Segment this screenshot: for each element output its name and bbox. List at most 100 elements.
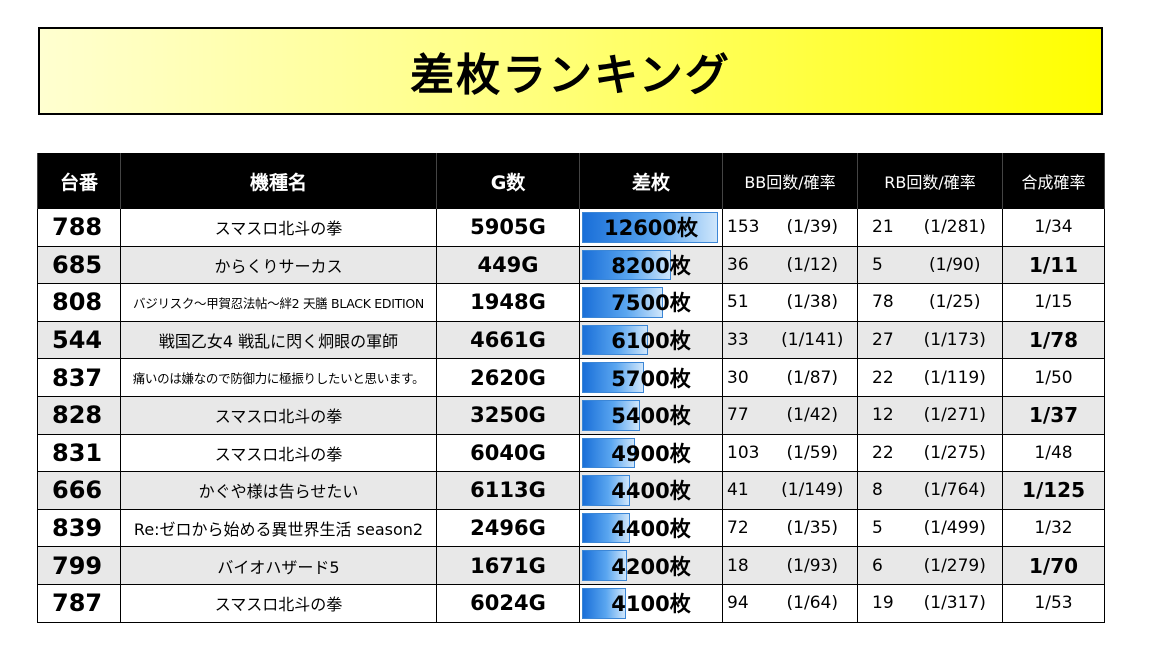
rb-rate: (1/271) (907, 396, 1004, 435)
bb-count: 51 (722, 283, 768, 322)
diff-value: 4400枚 (611, 517, 691, 542)
bb-rate: (1/42) (767, 396, 859, 435)
table-row: 685 からくりサーカス 449G 8200枚 36 (1/12) 5 (1/90) 1/11 (37, 246, 1106, 285)
rb-count: 21 (857, 209, 908, 247)
bb-count: 33 (722, 321, 768, 360)
diff-bar (582, 437, 635, 469)
diff-value: 12600枚 (603, 216, 699, 241)
diff-bar (582, 362, 644, 393)
table-row: 799 バイオハザード5 1671G 4200枚 18 (1/93) 6 (1/279) 1/7… (37, 546, 1106, 585)
combined-rate: 1/50 (1002, 358, 1106, 397)
combined-rate: 1/37 (1002, 396, 1106, 435)
diff-value: 4400枚 (611, 479, 691, 504)
diff-coins: 7500枚 (579, 283, 723, 322)
machine-name: 戦国乙女4 戦乱に閃く炯眼の軍師 (120, 321, 437, 360)
game-count: 5905G (436, 209, 580, 247)
bb-count: 41 (722, 471, 768, 510)
combined-rate: 1/15 (1002, 283, 1106, 322)
rb-rate: (1/275) (907, 434, 1004, 473)
rb-rate: (1/281) (907, 209, 1004, 247)
diff-bar (582, 399, 641, 431)
rb-rate: (1/90) (907, 246, 1004, 285)
bb-count: 103 (722, 434, 768, 473)
combined-rate: 1/70 (1002, 546, 1106, 585)
diff-coins: 4400枚 (579, 509, 723, 548)
machine-name: かぐや様は告らせたい (120, 471, 437, 510)
header-machine: 機種名 (120, 153, 437, 209)
machine-number: 839 (37, 509, 121, 548)
bb-rate: (1/141) (767, 321, 859, 360)
rb-count: 12 (857, 396, 908, 435)
bb-count: 36 (722, 246, 768, 285)
game-count: 2496G (436, 509, 580, 548)
diff-coins: 8200枚 (579, 246, 723, 285)
machine-name: スマスロ北斗の拳 (120, 396, 437, 435)
diff-coins: 5700枚 (579, 358, 723, 397)
combined-rate: 1/32 (1002, 509, 1106, 548)
machine-name: 痛いのは嫌なので防御力に極振りしたいと思います。 (120, 358, 437, 397)
diff-value: 6100枚 (611, 329, 691, 354)
combined-rate: 1/48 (1002, 434, 1106, 473)
game-count: 1671G (436, 546, 580, 585)
rb-count: 22 (857, 434, 908, 473)
table-row: 808 バジリスク～甲賀忍法帖～絆2 天膳 BLACK EDITION 1948G 7… (37, 283, 1106, 322)
machine-number: 808 (37, 283, 121, 322)
rb-count: 19 (857, 584, 908, 623)
machine-number: 685 (37, 246, 121, 285)
diff-bar (582, 324, 648, 356)
bb-count: 153 (722, 209, 768, 247)
machine-number: 799 (37, 546, 121, 585)
diff-coins: 12600枚 (579, 209, 723, 247)
diff-value: 4900枚 (611, 441, 691, 466)
header-rb: RB回数/確率 (857, 153, 1004, 209)
rb-rate: (1/173) (907, 321, 1004, 360)
diff-value: 8200枚 (611, 253, 691, 278)
bb-rate: (1/149) (767, 471, 859, 510)
diff-value: 5400枚 (611, 404, 691, 429)
rb-rate: (1/279) (907, 546, 1004, 585)
diff-bar (582, 249, 671, 281)
diff-bar (582, 287, 664, 318)
diff-coins: 4200枚 (579, 546, 723, 585)
game-count: 6113G (436, 471, 580, 510)
rb-rate: (1/119) (907, 358, 1004, 397)
table-row: 831 スマスロ北斗の拳 6040G 4900枚 103 (1/59) 22 (1/275) 1… (37, 434, 1106, 473)
table-row: 837 痛いのは嫌なので防御力に極振りしたいと思います。 2620G 5700枚 30(… (37, 358, 1106, 397)
table-row: 828 スマスロ北斗の拳 3250G 5400枚 77 (1/42) 12 (1/271) 1/… (37, 396, 1106, 435)
bb-rate: (1/59) (767, 434, 859, 473)
rb-count: 22 (857, 358, 908, 397)
diff-value: 7500枚 (611, 291, 691, 316)
header-bb: BB回数/確率 (721, 153, 859, 209)
rb-rate: (1/764) (907, 471, 1004, 510)
bb-count: 72 (722, 509, 768, 548)
bb-count: 30 (722, 358, 768, 397)
page-title: 差枚ランキング (410, 50, 731, 101)
header-row: 台番 機種名 G数 差枚 BB回数/確率 RB回数/確率 合成確率 (37, 153, 1106, 209)
combined-rate: 1/34 (1002, 209, 1106, 247)
machine-name: バジリスク～甲賀忍法帖～絆2 天膳 BLACK EDITION (120, 283, 437, 322)
bb-count: 77 (722, 396, 768, 435)
game-count: 6040G (436, 434, 580, 473)
table-row: 788 スマスロ北斗の拳 5905G 12600枚 153 (1/39) 21 (1/281)… (37, 209, 1106, 247)
game-count: 2620G (436, 358, 580, 397)
game-count: 4661G (436, 321, 580, 360)
machine-name: からくりサーカス (120, 246, 437, 285)
game-count: 3250G (436, 396, 580, 435)
bb-rate: (1/38) (767, 283, 859, 322)
rb-count: 6 (857, 546, 908, 585)
combined-rate: 1/125 (1002, 471, 1106, 510)
ranking-table: 台番 機種名 G数 差枚 BB回数/確率 RB回数/確率 合成確率 788 スマス… (37, 153, 1106, 623)
combined-rate: 1/53 (1002, 584, 1106, 623)
diff-bar (582, 475, 630, 506)
bb-rate: (1/39) (767, 209, 859, 247)
diff-bar (582, 212, 719, 243)
machine-number: 666 (37, 471, 121, 510)
header-combined: 合成確率 (1002, 153, 1106, 209)
table-row: 544 戦国乙女4 戦乱に閃く炯眼の軍師 4661G 6100枚 33 (1/141) 27… (37, 321, 1106, 360)
rb-rate: (1/317) (907, 584, 1004, 623)
diff-bar (582, 587, 627, 619)
header-diff: 差枚 (579, 153, 723, 209)
rb-count: 5 (857, 509, 908, 548)
machine-number: 544 (37, 321, 121, 360)
machine-name: スマスロ北斗の拳 (120, 209, 437, 247)
